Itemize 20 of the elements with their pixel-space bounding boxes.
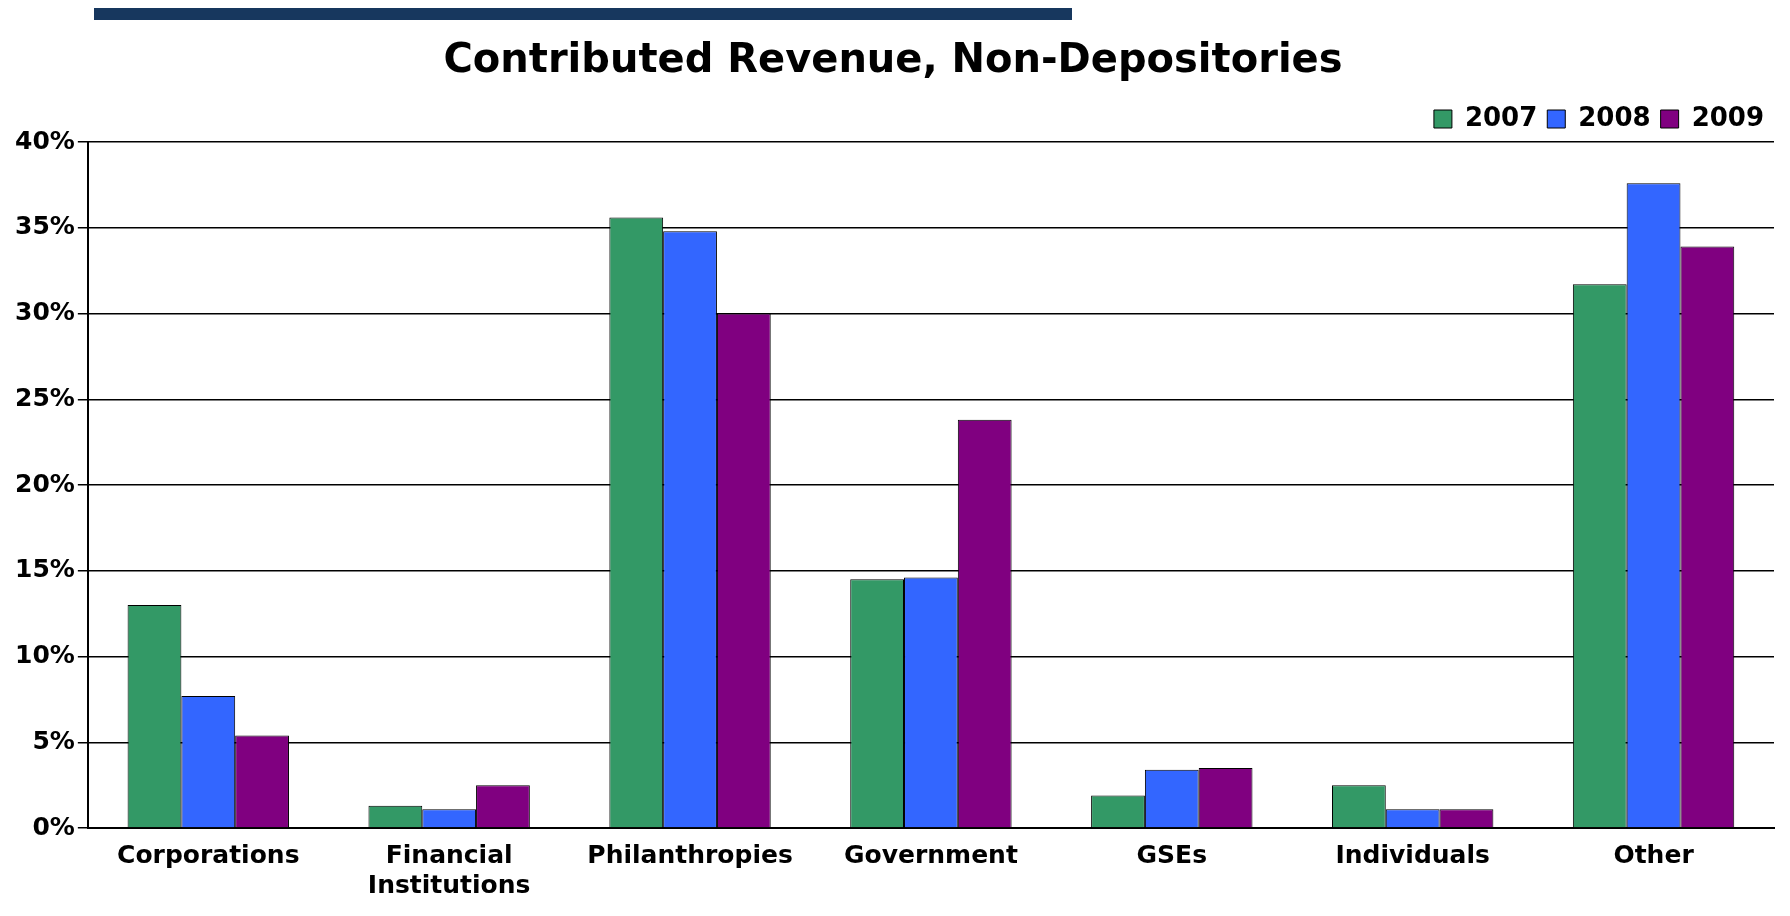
x-tick-label: Philanthropies	[587, 839, 793, 869]
y-tick-label: 35%	[15, 211, 75, 241]
y-tick-label: 20%	[15, 468, 75, 498]
x-tick-label: Other	[1613, 839, 1695, 869]
legend-label: 2008	[1578, 101, 1651, 132]
x-tick-label: Government	[844, 839, 1018, 869]
legend-label: 2009	[1691, 101, 1765, 132]
y-tick-label: 30%	[15, 297, 75, 326]
y-tick-label: 40%	[15, 125, 75, 155]
x-tick-label: GSEs	[1136, 839, 1208, 869]
x-tick-label: Corporations	[117, 839, 300, 869]
y-tick-label: 15%	[15, 554, 75, 584]
y-tick-label: 5%	[32, 725, 75, 755]
y-tick-label: 10%	[15, 640, 75, 669]
x-tick-label: Financial Institutions	[367, 839, 531, 899]
legend-label: 2007	[1464, 101, 1538, 132]
x-tick-label: Individuals	[1335, 839, 1490, 869]
chart-title: Contributed Revenue, Non-Depositories	[443, 35, 1343, 82]
y-tick-label: 0%	[32, 811, 75, 841]
y-tick-label: 25%	[15, 382, 75, 412]
